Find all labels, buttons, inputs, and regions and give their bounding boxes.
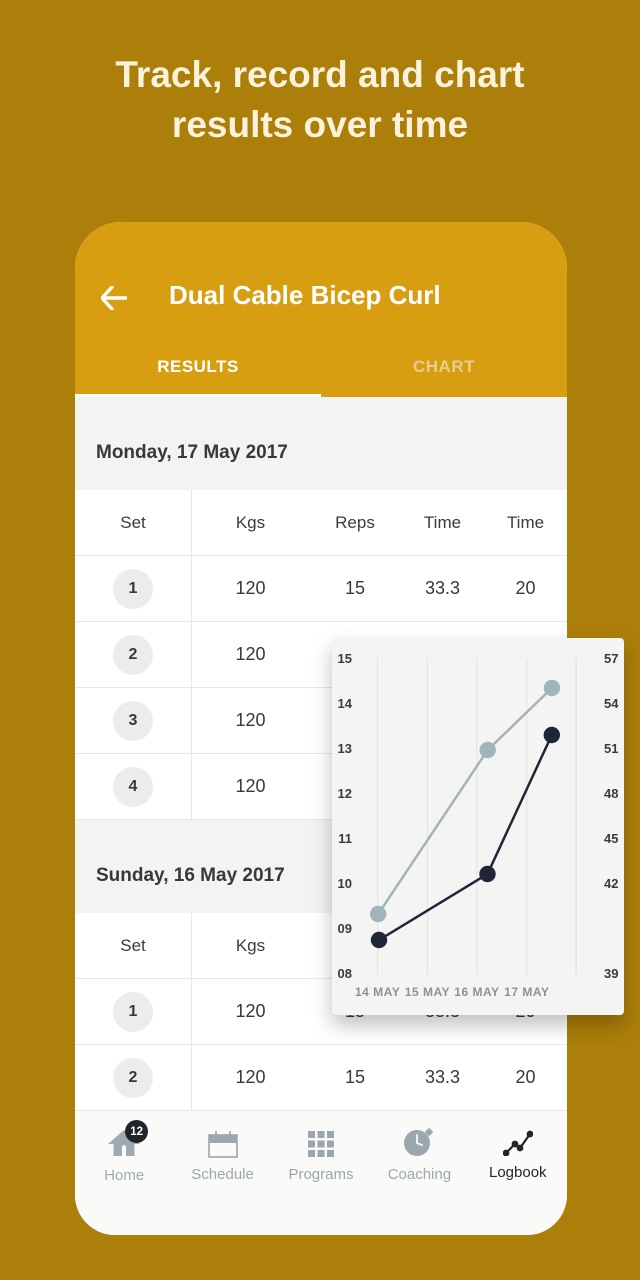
svg-text:45: 45: [604, 831, 618, 846]
svg-text:12: 12: [338, 786, 352, 801]
svg-text:57: 57: [604, 651, 618, 666]
svg-text:54: 54: [604, 696, 619, 711]
svg-text:15 MAY: 15 MAY: [405, 985, 450, 999]
svg-text:39: 39: [604, 966, 618, 981]
svg-text:14 MAY: 14 MAY: [355, 985, 400, 999]
svg-text:17 MAY: 17 MAY: [504, 985, 549, 999]
svg-text:15: 15: [338, 651, 352, 666]
svg-text:11: 11: [338, 831, 352, 846]
svg-text:51: 51: [604, 741, 618, 756]
svg-text:10: 10: [338, 876, 352, 891]
svg-text:09: 09: [338, 921, 352, 936]
svg-text:08: 08: [338, 966, 352, 981]
svg-text:48: 48: [604, 786, 618, 801]
svg-text:16 MAY: 16 MAY: [454, 985, 499, 999]
svg-text:14: 14: [338, 696, 353, 711]
svg-text:13: 13: [338, 741, 352, 756]
svg-text:42: 42: [604, 876, 618, 891]
